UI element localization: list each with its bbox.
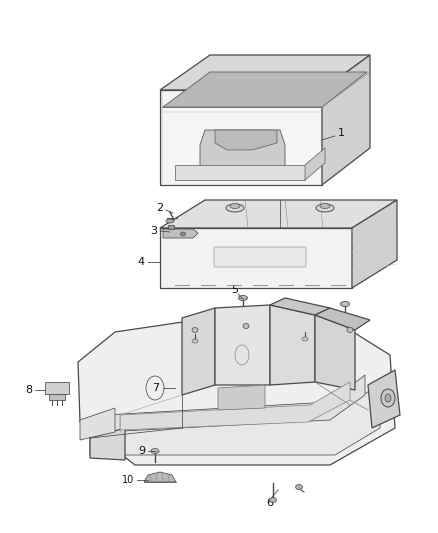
Polygon shape bbox=[78, 318, 395, 465]
Polygon shape bbox=[270, 305, 315, 385]
Text: 4: 4 bbox=[138, 257, 145, 267]
Polygon shape bbox=[352, 200, 397, 288]
Text: 10: 10 bbox=[122, 475, 134, 485]
FancyBboxPatch shape bbox=[214, 247, 306, 267]
Ellipse shape bbox=[269, 497, 276, 503]
Polygon shape bbox=[49, 394, 65, 400]
Ellipse shape bbox=[192, 339, 198, 343]
Polygon shape bbox=[368, 370, 400, 428]
Ellipse shape bbox=[239, 295, 247, 301]
Polygon shape bbox=[215, 305, 270, 385]
Ellipse shape bbox=[340, 302, 350, 306]
Polygon shape bbox=[215, 130, 277, 150]
Text: 5: 5 bbox=[232, 285, 239, 295]
Polygon shape bbox=[90, 385, 380, 455]
Polygon shape bbox=[105, 375, 365, 432]
Polygon shape bbox=[168, 225, 174, 229]
Polygon shape bbox=[315, 308, 370, 330]
Ellipse shape bbox=[230, 204, 240, 208]
Text: 6: 6 bbox=[266, 498, 273, 508]
Polygon shape bbox=[160, 55, 370, 90]
Polygon shape bbox=[175, 165, 305, 180]
Text: 3: 3 bbox=[151, 226, 158, 236]
Polygon shape bbox=[200, 130, 285, 178]
Ellipse shape bbox=[166, 219, 174, 223]
Text: 1: 1 bbox=[338, 128, 345, 138]
Ellipse shape bbox=[316, 204, 334, 212]
Polygon shape bbox=[218, 385, 265, 410]
Polygon shape bbox=[163, 72, 367, 107]
Ellipse shape bbox=[151, 448, 159, 454]
Polygon shape bbox=[160, 228, 352, 288]
Ellipse shape bbox=[226, 204, 244, 212]
Polygon shape bbox=[120, 382, 350, 430]
Polygon shape bbox=[315, 315, 355, 390]
Ellipse shape bbox=[381, 389, 395, 407]
Polygon shape bbox=[90, 428, 125, 460]
Polygon shape bbox=[45, 382, 69, 394]
Ellipse shape bbox=[243, 324, 249, 328]
Polygon shape bbox=[163, 229, 198, 238]
Polygon shape bbox=[305, 148, 325, 180]
Text: 8: 8 bbox=[25, 385, 32, 395]
Polygon shape bbox=[144, 472, 176, 482]
Polygon shape bbox=[322, 55, 370, 185]
Polygon shape bbox=[160, 200, 397, 228]
Polygon shape bbox=[182, 308, 215, 395]
Ellipse shape bbox=[320, 204, 330, 208]
Ellipse shape bbox=[192, 327, 198, 333]
Text: 9: 9 bbox=[138, 446, 145, 456]
Ellipse shape bbox=[302, 337, 308, 341]
Polygon shape bbox=[80, 408, 115, 440]
Polygon shape bbox=[160, 90, 322, 185]
Ellipse shape bbox=[296, 484, 303, 489]
Ellipse shape bbox=[347, 327, 353, 333]
Ellipse shape bbox=[385, 394, 391, 402]
Ellipse shape bbox=[180, 232, 186, 236]
Text: 7: 7 bbox=[152, 383, 159, 393]
Polygon shape bbox=[270, 298, 330, 315]
Text: 2: 2 bbox=[156, 203, 163, 213]
